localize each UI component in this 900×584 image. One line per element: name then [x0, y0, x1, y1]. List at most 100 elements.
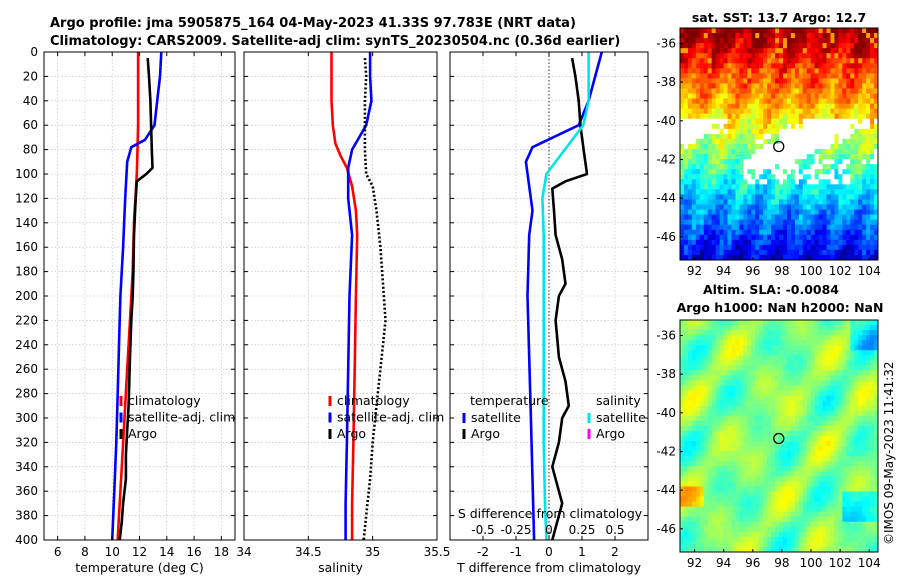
map-cell — [695, 194, 701, 200]
map-cell — [703, 93, 709, 100]
map-cell — [794, 38, 800, 44]
map-cell — [874, 73, 879, 79]
map-cell — [862, 420, 867, 427]
map-cell — [735, 506, 740, 513]
map-cell — [850, 466, 855, 472]
map-cell — [683, 224, 689, 231]
map-cell — [719, 501, 724, 508]
map-cell — [806, 481, 812, 487]
map-cell — [751, 249, 756, 256]
map-cell — [806, 78, 812, 84]
map-cell — [870, 466, 875, 472]
map-cell — [695, 103, 701, 110]
map-cell — [703, 189, 709, 195]
map-cell — [735, 541, 740, 548]
map-cell — [814, 174, 819, 180]
map-cell — [699, 93, 705, 100]
map-cell — [834, 400, 839, 407]
map-cell — [842, 123, 847, 130]
map-cell — [743, 385, 748, 392]
map-cell — [759, 108, 764, 115]
map-cell — [826, 531, 831, 538]
map-cell — [846, 93, 851, 100]
map-cell — [759, 375, 764, 381]
map-cell — [846, 38, 851, 44]
map-cell — [818, 516, 823, 523]
map-cell — [680, 436, 685, 442]
map-cell — [767, 88, 772, 94]
map-cell — [727, 325, 732, 331]
map-cell — [826, 385, 831, 392]
map-cell — [727, 88, 732, 94]
map-cell — [683, 511, 689, 518]
map-cell — [806, 229, 812, 236]
map-cell — [802, 128, 808, 135]
map-cell — [727, 441, 732, 447]
map-cell — [850, 511, 855, 518]
map-cell — [802, 420, 808, 427]
map-cell — [850, 239, 855, 246]
map-cell — [691, 355, 697, 361]
map-cell — [802, 169, 808, 175]
map-cell — [680, 496, 685, 502]
map-cell — [691, 491, 697, 497]
map-cell — [818, 204, 823, 210]
map-cell — [683, 375, 689, 381]
map-cell — [846, 335, 851, 341]
map-cell — [723, 506, 728, 513]
map-cell — [755, 184, 760, 190]
map-cell — [862, 28, 867, 34]
map-cell — [838, 33, 843, 39]
map-cell — [782, 436, 788, 442]
map-cell — [846, 254, 851, 261]
map-cell — [862, 144, 867, 150]
map-cell — [755, 420, 760, 427]
map-cell — [822, 108, 827, 115]
map-cell — [715, 420, 720, 427]
map-cell — [687, 325, 693, 331]
map-cell — [751, 350, 756, 356]
map-cell — [794, 179, 800, 185]
map-cell — [834, 335, 839, 341]
map-cell — [794, 149, 800, 155]
map-cell — [862, 103, 867, 110]
map-cell — [691, 78, 697, 84]
map-cell — [846, 466, 851, 472]
map-cell — [735, 430, 740, 437]
map-cell — [680, 108, 685, 115]
map-cell — [826, 123, 831, 130]
map-cell — [731, 456, 736, 462]
map-cell — [680, 93, 685, 100]
map-cell — [727, 486, 732, 492]
map-cell — [779, 355, 784, 361]
map-cell — [771, 118, 776, 125]
map-cell — [826, 128, 831, 135]
map-cell — [822, 355, 827, 361]
map-cell — [711, 380, 717, 386]
map-cell — [707, 481, 713, 487]
map-cell — [771, 335, 776, 341]
map-cell — [814, 355, 819, 361]
map-cell — [810, 370, 816, 376]
map-cell — [703, 43, 709, 49]
map-cell — [779, 420, 784, 427]
map-cell — [759, 506, 764, 513]
map-cell — [707, 43, 713, 49]
map-cell — [755, 219, 760, 226]
map-cell — [830, 83, 835, 89]
map-cell — [814, 360, 819, 366]
map-cell — [723, 390, 728, 397]
map-cell — [723, 78, 728, 84]
map-cell — [691, 209, 697, 216]
map-cell — [695, 501, 701, 508]
map-cell — [858, 415, 863, 422]
map-cell — [834, 108, 839, 115]
map-cell — [687, 355, 693, 361]
map-cell — [687, 123, 693, 130]
map-cell — [680, 154, 685, 160]
map-cell — [862, 385, 867, 392]
map-cell — [850, 350, 855, 356]
map-cell — [822, 93, 827, 100]
map-cell — [723, 103, 728, 110]
map-cell — [743, 415, 748, 422]
